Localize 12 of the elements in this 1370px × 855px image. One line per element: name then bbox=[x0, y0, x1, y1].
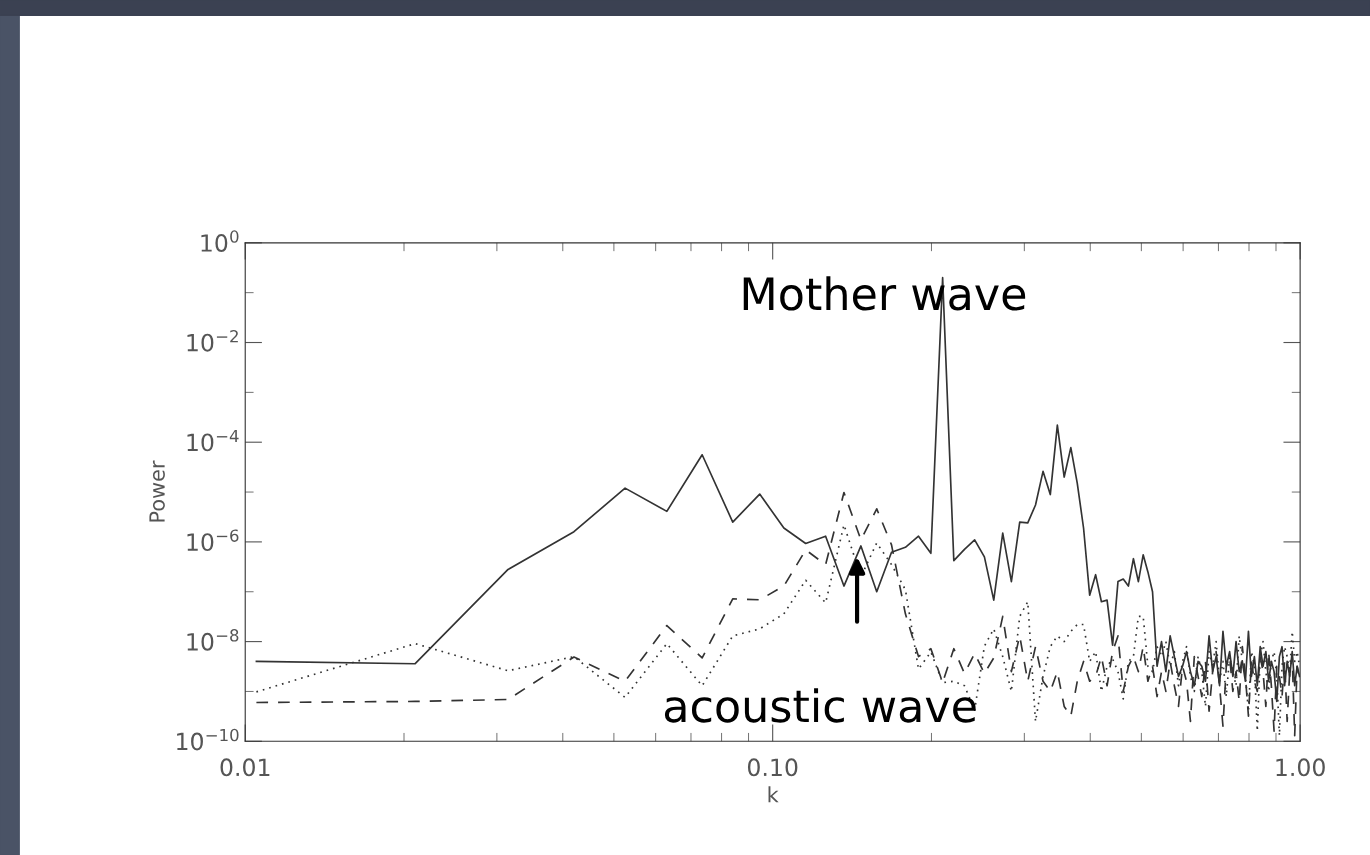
y-tick-label: 10$^{−2}$ bbox=[187, 330, 238, 352]
y-tick-label: 10$^{−10}$ bbox=[177, 728, 239, 751]
x-axis-title: k bbox=[768, 786, 779, 803]
annotation: acoustic wave bbox=[664, 688, 976, 723]
x-tick-label: 0.10 bbox=[747, 758, 798, 777]
x-tick-label: 1.00 bbox=[1276, 758, 1325, 777]
y-tick-label: 10$^{−4}$ bbox=[187, 429, 239, 452]
y-tick-label: 10$^{−8}$ bbox=[187, 629, 239, 651]
y-tick-label: 10$^{−6}$ bbox=[187, 529, 239, 552]
x-tick-label: 0.01 bbox=[220, 758, 270, 777]
y-axis-title: Power bbox=[149, 460, 165, 522]
y-tick-label: 10$^{0}$ bbox=[201, 230, 239, 252]
